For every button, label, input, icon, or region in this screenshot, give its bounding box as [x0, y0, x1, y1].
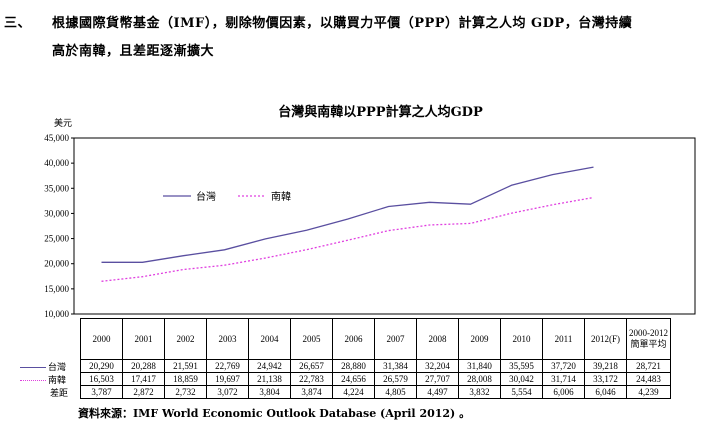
chart-legend: 台灣 南韓 [163, 190, 291, 203]
table-cell: 6,006 [542, 385, 585, 399]
year-header: 2012(F) [584, 318, 627, 360]
series-line [101, 166, 594, 263]
year-header: 2009 [458, 318, 501, 360]
table-cell: 3,072 [206, 385, 249, 399]
table-cell: 24,656 [332, 372, 375, 386]
table-cell: 4,239 [626, 385, 671, 399]
table-cell: 33,172 [584, 372, 627, 386]
table-cell: 16,503 [80, 372, 123, 386]
y-tick-label: 30,000 [44, 208, 69, 218]
header-blank [20, 319, 81, 360]
plot-frame [73, 137, 696, 315]
y-tick-label: 10,000 [44, 309, 69, 319]
table-cell: 3,787 [80, 385, 123, 399]
table-cell: 24,942 [248, 359, 291, 373]
table-cell: 24,483 [626, 372, 671, 386]
table-cell: 21,591 [164, 359, 207, 373]
table-cell: 22,769 [206, 359, 249, 373]
table-cell: 30,042 [500, 372, 543, 386]
y-tick-label: 25,000 [44, 234, 69, 244]
table-row-korea: 南韓 16,503 17,417 18,859 19,697 21,138 22,783 24… [20, 372, 671, 386]
row-legend-line [20, 379, 46, 381]
chart-axes: 10,000 15,000 20,000 25,000 30,000 35,000 40,0… [44, 133, 696, 319]
section-number: 三、 [4, 16, 32, 31]
table-cell: 4,497 [416, 385, 459, 399]
table-cell: 28,008 [458, 372, 501, 386]
y-tick-label: 20,000 [44, 259, 69, 269]
series-line [101, 196, 594, 282]
table-cell: 39,218 [584, 359, 627, 373]
line-chart: 10,000 15,000 20,000 25,000 30,000 35,000 40,0… [44, 133, 696, 319]
table-row-gap: 差距 3,787 2,872 2,732 3,072 3,804 3,874 4,224 4,8… [20, 385, 671, 399]
year-header: 2000 [80, 318, 123, 360]
row-label: 台灣 [20, 359, 81, 373]
year-header: 2005 [290, 318, 333, 360]
row-label-text: 差距 [50, 387, 69, 398]
heading-line-2: 高於南韓，且差距逐漸擴大 [52, 44, 215, 59]
year-header: 2007 [374, 318, 417, 360]
y-tick-label: 35,000 [44, 183, 69, 193]
y-axis-label: 美元 [54, 119, 73, 129]
legend-label: 南韓 [271, 190, 291, 203]
table-cell: 21,138 [248, 372, 291, 386]
row-label: 差距 [20, 385, 81, 399]
table-cell: 35,595 [500, 359, 543, 373]
year-header: 2010 [500, 318, 543, 360]
table-cell: 20,288 [122, 359, 165, 373]
row-label-text: 台灣 [48, 361, 67, 372]
table-cell: 6,046 [584, 385, 627, 399]
legend-label: 台灣 [196, 190, 216, 203]
table-cell: 2,732 [164, 385, 207, 399]
table-cell: 3,832 [458, 385, 501, 399]
table-header-row: 2000 2001 2002 2003 2004 2005 2006 2007 … [20, 318, 671, 360]
y-tick-label: 15,000 [44, 284, 69, 294]
table-cell: 4,805 [374, 385, 417, 399]
year-header: 2001 [122, 318, 165, 360]
chart-title: 台灣與南韓以PPP計算之人均GDP [278, 105, 483, 120]
table-row-taiwan: 台灣 20,290 20,288 21,591 22,769 24,942 26,657 28… [20, 359, 671, 373]
table-cell: 20,290 [80, 359, 123, 373]
row-legend-line [20, 366, 46, 368]
table-cell: 4,224 [332, 385, 375, 399]
year-header: 2006 [332, 318, 375, 360]
row-label: 南韓 [20, 372, 81, 386]
year-header: 2008 [416, 318, 459, 360]
average-header: 2000-2012 簡單平均 [626, 318, 671, 360]
average-header-line-1: 2000-2012 [629, 328, 668, 338]
year-header: 2002 [164, 318, 207, 360]
table-cell: 2,872 [122, 385, 165, 399]
data-table: 2000 2001 2002 2003 2004 2005 2006 2007 … [20, 318, 671, 399]
y-tick-label: 40,000 [44, 158, 69, 168]
table-cell: 32,204 [416, 359, 459, 373]
table-cell: 19,697 [206, 372, 249, 386]
y-tick-label: 45,000 [44, 133, 69, 143]
year-header: 2003 [206, 318, 249, 360]
year-header: 2004 [248, 318, 291, 360]
table-cell: 31,840 [458, 359, 501, 373]
table-cell: 3,874 [290, 385, 333, 399]
table-cell: 37,720 [542, 359, 585, 373]
table-cell: 5,554 [500, 385, 543, 399]
source-note: 資料來源：IMF World Economic Outlook Database… [78, 407, 471, 420]
table-cell: 3,804 [248, 385, 291, 399]
row-label-text: 南韓 [48, 374, 67, 385]
table-cell: 26,579 [374, 372, 417, 386]
table-cell: 31,384 [374, 359, 417, 373]
chart-series [101, 166, 594, 282]
table-cell: 18,859 [164, 372, 207, 386]
year-header: 2011 [542, 318, 585, 360]
table-cell: 27,707 [416, 372, 459, 386]
table-cell: 28,880 [332, 359, 375, 373]
table-cell: 26,657 [290, 359, 333, 373]
table-cell: 31,714 [542, 372, 585, 386]
table-cell: 28,721 [626, 359, 671, 373]
table-cell: 22,783 [290, 372, 333, 386]
heading-line-1: 根據國際貨幣基金（IMF），剔除物價因素，以購買力平價（PPP）計算之人均 GD… [52, 16, 633, 31]
average-header-line-2: 簡單平均 [630, 339, 667, 349]
table-cell: 17,417 [122, 372, 165, 386]
